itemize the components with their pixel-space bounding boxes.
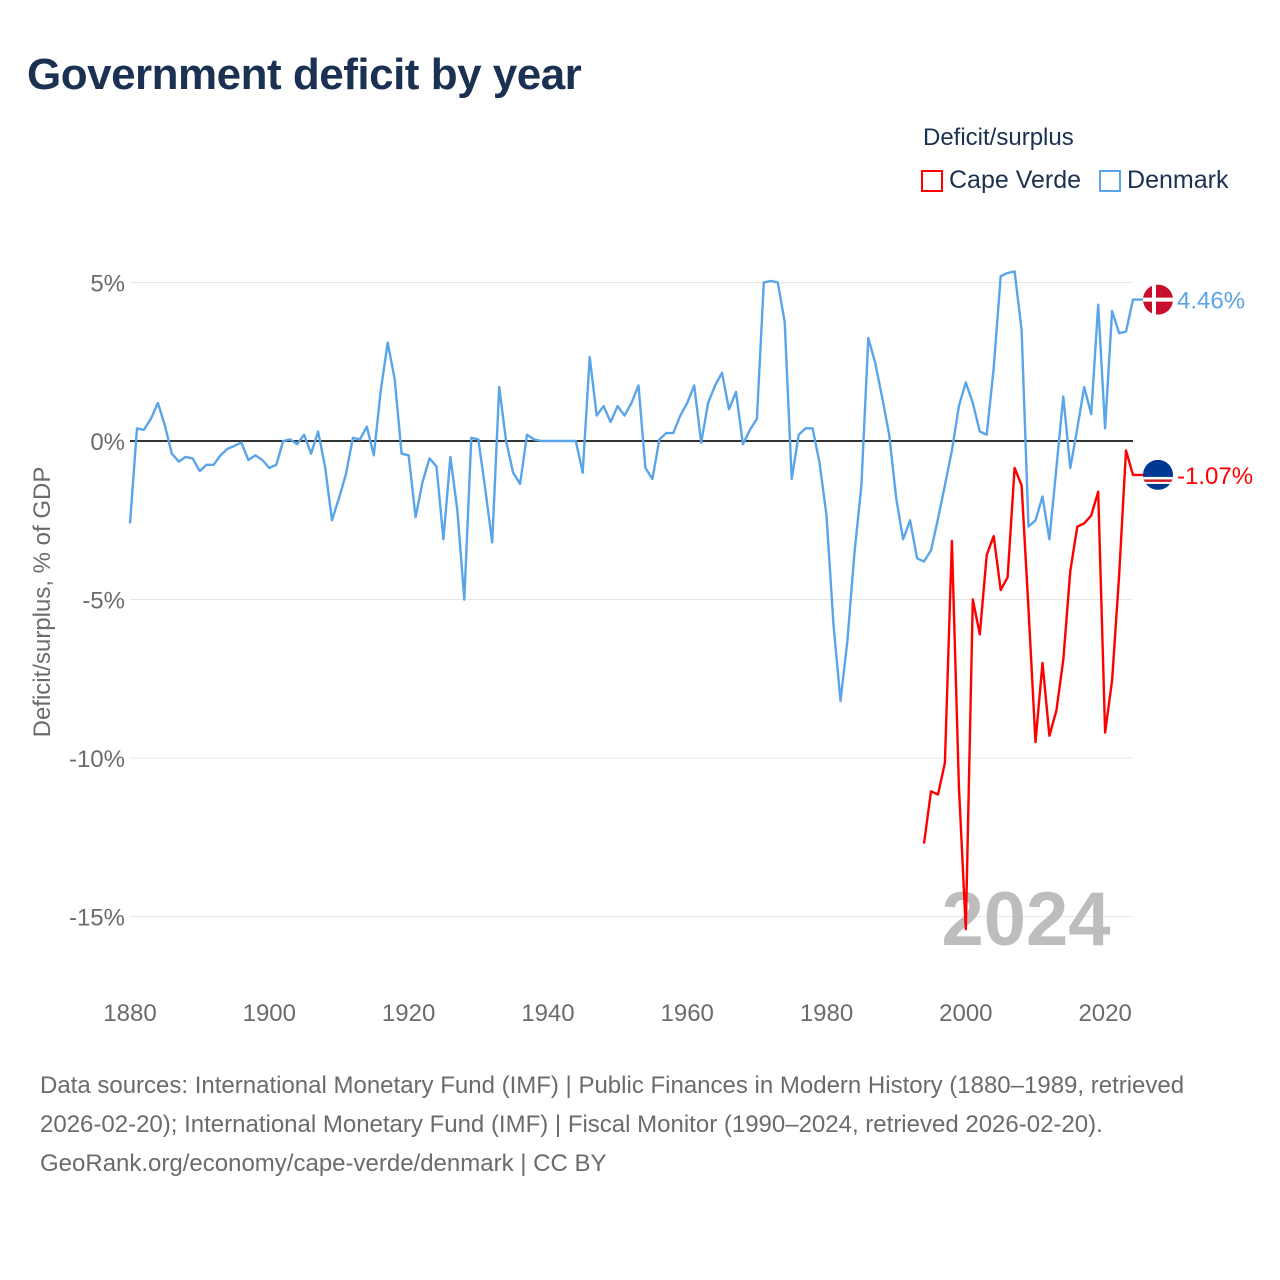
year-watermark: 2024 — [941, 877, 1110, 962]
legend-label: Denmark — [1127, 166, 1229, 194]
flag-cross-v — [1152, 284, 1156, 315]
y-axis-label: Deficit/surplus, % of GDP — [29, 467, 56, 738]
x-tick-label: 1900 — [243, 1000, 296, 1027]
x-tick-label: 1980 — [800, 1000, 853, 1027]
x-tick-label: 1920 — [382, 1000, 435, 1027]
legend-label: Cape Verde — [949, 166, 1082, 194]
legend: Cape Verde Denmark — [921, 166, 1228, 195]
legend-swatch-cape-verde — [921, 169, 943, 192]
flag-cape-verde-icon — [1143, 459, 1173, 490]
x-tick-label: 1960 — [661, 1000, 714, 1027]
footer: Data sources: International Monetary Fun… — [40, 1066, 1250, 1183]
flag-field — [1143, 459, 1173, 490]
y-tick-label: -10% — [69, 746, 125, 773]
flag-cross-h — [1143, 297, 1173, 302]
series-line-denmark — [128, 270, 1145, 703]
y-tick-label: 5% — [90, 271, 125, 298]
legend-title: Deficit/surplus — [923, 124, 1074, 151]
x-tick-label: 1940 — [521, 1000, 574, 1027]
chart-title: Government deficit by year — [27, 50, 582, 99]
end-label-cape-verde: -1.07% — [1177, 463, 1253, 490]
data-sources: Data sources: International Monetary Fun… — [40, 1072, 1185, 1138]
x-tick-label: 1880 — [103, 1000, 156, 1027]
flag-body — [1143, 284, 1173, 315]
flag-denmark-icon — [1143, 284, 1173, 315]
flag-stripe-red — [1143, 479, 1173, 482]
y-tick-label: -5% — [82, 588, 125, 615]
y-tick-label: -15% — [69, 905, 125, 932]
series-line-cape-verde — [922, 449, 1145, 931]
y-tick-label: 0% — [90, 429, 125, 456]
x-tick-label: 2020 — [1078, 1000, 1131, 1027]
legend-swatch-denmark — [1099, 169, 1122, 192]
legend-item-denmark[interactable]: Denmark — [1099, 166, 1228, 195]
legend-item-cape-verde[interactable]: Cape Verde — [921, 166, 1081, 195]
x-tick-label: 2000 — [939, 1000, 992, 1027]
credit-link[interactable]: GeoRank.org/economy/cape-verde/denmark |… — [40, 1150, 607, 1177]
flag-body — [1143, 459, 1173, 490]
end-label-denmark: 4.46% — [1177, 288, 1245, 315]
